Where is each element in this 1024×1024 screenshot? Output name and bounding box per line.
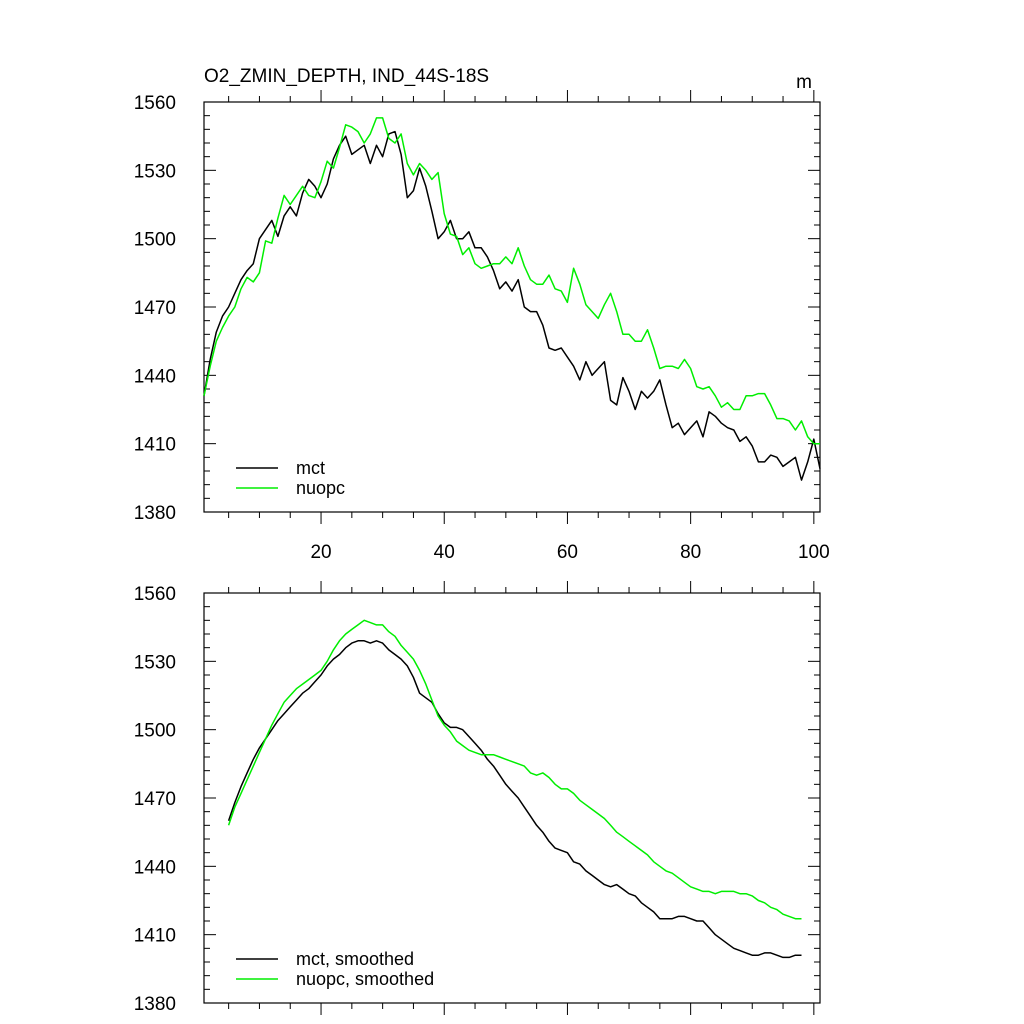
y-tick-label: 1560 bbox=[134, 584, 176, 605]
y-tick-label: 1470 bbox=[134, 789, 176, 810]
chart-title: O2_ZMIN_DEPTH, IND_44S-18S bbox=[204, 66, 489, 87]
y-tick-label: 1530 bbox=[134, 161, 176, 182]
y-tick-label: 1470 bbox=[134, 298, 176, 319]
legend-label: nuopc, smoothed bbox=[296, 969, 434, 989]
x-tick-label: 100 bbox=[798, 542, 830, 563]
y-tick-label: 1380 bbox=[134, 503, 176, 524]
x-tick-label: 20 bbox=[310, 542, 331, 563]
y-tick-label: 1410 bbox=[134, 926, 176, 947]
series-line-nuopc-smoothed bbox=[227, 619, 802, 920]
x-tick-label: 40 bbox=[434, 542, 455, 563]
chart-panel-1: 1380 1410 1440 1470 1500 1530 1560 20 40 60 80 100 O… bbox=[134, 66, 830, 563]
series-line-mct bbox=[203, 130, 821, 481]
y-tick-label: 1440 bbox=[134, 857, 176, 878]
series-line-nuopc bbox=[203, 117, 820, 445]
y-tick-label: 1500 bbox=[134, 230, 176, 251]
y-tick-label: 1410 bbox=[134, 435, 176, 456]
x-tick-label: 80 bbox=[680, 542, 701, 563]
x-tick-label: 60 bbox=[557, 542, 578, 563]
y-tick-label: 1560 bbox=[134, 93, 176, 114]
y-tick-label: 1440 bbox=[134, 366, 176, 387]
chart-panel-2: 1380 1410 1440 1470 1500 1530 1560 mct, smoothe… bbox=[134, 581, 821, 1015]
series-line-mct-smoothed bbox=[227, 640, 802, 959]
plot-frame bbox=[203, 101, 821, 513]
legend-label: mct, smoothed bbox=[296, 949, 414, 969]
y-tick-label: 1500 bbox=[134, 721, 176, 742]
units-label: m bbox=[796, 72, 812, 93]
legend-label: nuopc bbox=[296, 478, 345, 498]
legend-label: mct bbox=[296, 458, 325, 478]
y-tick-label: 1530 bbox=[134, 652, 176, 673]
y-tick-label: 1380 bbox=[134, 994, 176, 1015]
plot-frame bbox=[203, 592, 821, 1004]
